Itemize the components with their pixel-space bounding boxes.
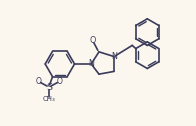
Text: S: S — [46, 83, 52, 92]
Text: CH₃: CH₃ — [43, 96, 55, 102]
Text: O: O — [89, 36, 96, 45]
Text: N: N — [88, 59, 94, 68]
Text: N: N — [111, 52, 117, 61]
Text: O: O — [56, 77, 62, 86]
Text: O: O — [36, 77, 42, 86]
